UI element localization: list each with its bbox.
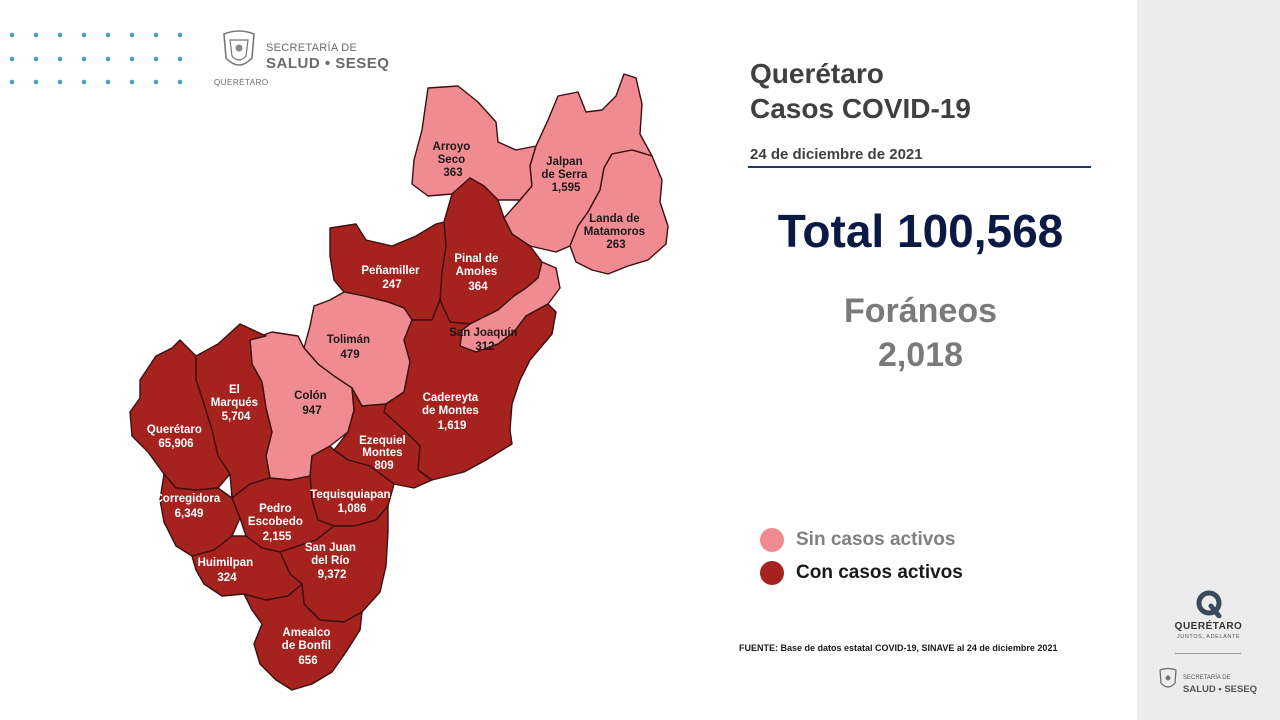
source-note: FUENTE: Base de datos estatal COVID-19, …	[739, 643, 1058, 653]
sidebar-tagline: JUNTOS, ADELANTE	[1176, 634, 1241, 640]
label-san-juan-del-rio: San Juan del Río 9,372	[305, 542, 359, 581]
label-pedro-escobedo: Pedro Escobedo 2,155	[248, 503, 306, 543]
label-colon: Colón 947	[294, 390, 330, 417]
legend-label-inactive: Sin casos activos	[796, 529, 956, 550]
label-landa-de-matamoros: Landa de Matamoros 263	[584, 213, 649, 251]
label-penamiller: Peñamiller 247	[361, 265, 422, 291]
sidebar-queretaro-name: QUERÉTARO	[1174, 621, 1243, 632]
label-amealco-de-bonfil: Amealco de Bonfil 656	[282, 627, 334, 667]
seseq-logo: SECRETARÍA DE SALUD • SESEQ QUERÉTARO	[214, 28, 398, 90]
label-cadereyta-de-montes: Cadereyta de Montes 1,619	[422, 392, 482, 432]
municipality-landa-de-matamoros[interactable]	[569, 149, 669, 275]
date-underline	[748, 166, 1091, 168]
logo-line-queretaro: QUERÉTARO	[214, 78, 269, 87]
sidebar-secretaria: SECRETARÍA DE	[1183, 675, 1231, 681]
label-tequisquiapan: Tequisquiapan 1,086	[310, 489, 394, 515]
report-date: 24 de diciembre de 2021	[750, 146, 923, 163]
label-jalpan-de-serra: Jalpan de Serra 1,595	[541, 156, 590, 194]
queretaro-q-icon	[1196, 590, 1222, 618]
municipality-queretaro[interactable]	[129, 339, 231, 491]
municipality-labels: Arroyo Seco 363 Jalpan de Serra 1,595 La…	[147, 141, 649, 667]
legend-swatch-inactive	[760, 528, 784, 552]
label-corregidora: Corregidora 6,349	[154, 493, 223, 520]
foraneos-value: 2,018	[877, 336, 964, 374]
coat-of-arms-icon	[223, 30, 255, 66]
legend-label-active: Con casos activos	[796, 562, 963, 583]
label-huimilpan: Huimilpan 324	[198, 557, 257, 584]
logo-line-salud-seseq: SALUD • SESEQ	[266, 55, 390, 72]
queretaro-municipality-map: Arroyo Seco 363 Jalpan de Serra 1,595 La…	[129, 73, 669, 691]
label-san-joaquin: San Joaquín 312	[449, 327, 521, 353]
label-el-marques: El Marqués 5,704	[211, 384, 262, 423]
sidebar-divider	[1175, 653, 1241, 654]
label-ezequiel-montes: Ezequiel Montes 809	[359, 435, 409, 472]
municipality-ezequiel-montes[interactable]	[333, 387, 433, 489]
title-state: Querétaro	[750, 58, 884, 89]
label-arroyo-seco: Arroyo Seco 363	[433, 141, 474, 179]
title-subject: Casos COVID-19	[750, 93, 971, 124]
legend-swatch-active	[760, 561, 784, 585]
right-sidebar: QUERÉTARO JUNTOS, ADELANTE SECRETARÍA DE…	[1137, 0, 1280, 720]
label-toliman: Tolimán 479	[327, 334, 373, 361]
decorative-dot-grid	[9, 32, 183, 85]
municipality-amealco-de-bonfil[interactable]	[243, 583, 363, 691]
logo-line-secretaria: SECRETARÍA DE	[266, 42, 358, 54]
page-title: Querétaro Casos COVID-19	[750, 56, 971, 126]
sidebar-salud-seseq: SALUD • SESEQ	[1183, 684, 1258, 695]
foraneos-label: Foráneos	[843, 292, 998, 330]
label-queretaro: Querétaro 65,906	[147, 424, 205, 450]
label-pinal-de-amoles: Pinal de Amoles 364	[454, 253, 501, 293]
total-cases: Total 100,568	[777, 205, 1064, 257]
coat-of-arms-small-icon	[1159, 667, 1177, 688]
